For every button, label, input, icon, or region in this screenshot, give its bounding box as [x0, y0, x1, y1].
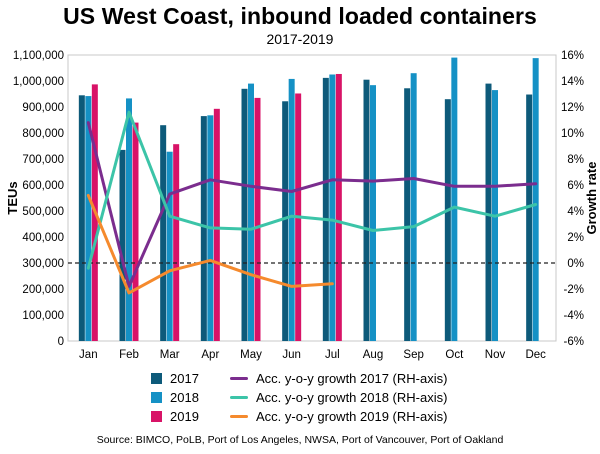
y2-axis-title: Growth rate	[584, 162, 599, 235]
x-tick-label: Jun	[282, 349, 301, 361]
bar-2018-may	[248, 83, 254, 341]
bar-2017-apr	[200, 116, 207, 341]
y-tick-label: 900,000	[22, 102, 64, 114]
y-tick-label: 1,000,000	[13, 76, 64, 88]
y-tick-label: 800,000	[22, 128, 64, 140]
y-tick-label: 1,100,000	[13, 50, 64, 62]
x-tick-label: Mar	[160, 349, 180, 361]
bar-2017-nov	[485, 83, 492, 341]
y-tick-label: 500,000	[22, 206, 64, 218]
x-tick-label: Feb	[119, 349, 139, 361]
bar-2017-jul	[322, 77, 329, 341]
chart-title: US West Coast, inbound loaded containers	[63, 3, 537, 29]
source-note: Source: BIMCO, PoLB, Port of Los Angeles…	[96, 434, 504, 446]
x-tick-label: Nov	[485, 349, 506, 361]
y2-tick-label: 0%	[567, 258, 584, 270]
bar-2018-sep	[410, 73, 417, 341]
bar-2017-mar	[160, 125, 167, 341]
y2-tick-label: 8%	[567, 154, 584, 166]
bar-2018-jan	[85, 96, 92, 341]
y2-tick-label: 2%	[567, 232, 584, 244]
x-tick-label: Apr	[201, 349, 219, 361]
y2-tick-label: -6%	[564, 336, 584, 348]
bar-2017-sep	[404, 88, 411, 341]
y-tick-label: 0	[58, 336, 64, 348]
plot-frame	[67, 54, 557, 342]
bar-2017-jan	[78, 95, 85, 341]
growth-line-2017	[86, 121, 538, 288]
y2-tick-label: 10%	[561, 128, 584, 140]
y2-tick-label: 12%	[561, 102, 584, 114]
x-tick-label: Sep	[403, 349, 423, 361]
bar-2017-dec	[526, 94, 533, 342]
y2-tick-label: -2%	[564, 284, 584, 296]
x-tick-label: May	[240, 349, 262, 361]
bar-2017-feb	[119, 149, 126, 341]
y-tick-label: 700,000	[22, 154, 64, 166]
y-tick-label: 100,000	[22, 310, 64, 322]
bar-2019-jul	[335, 73, 342, 341]
bar-2018-oct	[451, 57, 458, 341]
y-tick-label: 200,000	[22, 284, 64, 296]
bar-2017-may	[241, 88, 248, 341]
y-tick-label: 400,000	[22, 232, 64, 244]
y-tick-label: 300,000	[22, 258, 64, 270]
x-tick-label: Jan	[79, 349, 98, 361]
y2-tick-label: 4%	[567, 206, 584, 218]
chart-subtitle: 2017-2019	[266, 31, 334, 47]
bar-2017-aug	[363, 79, 370, 341]
y-tick-label: 600,000	[22, 180, 64, 192]
bar-2017-jun	[282, 101, 289, 341]
growth-line-2018	[86, 110, 538, 270]
bar-2019-feb	[132, 122, 139, 341]
x-tick-label: Aug	[363, 349, 383, 361]
bar-2018-jul	[329, 74, 336, 341]
bar-2018-dec	[532, 58, 539, 342]
bar-2019-may	[254, 97, 261, 342]
x-tick-label: Dec	[525, 349, 546, 361]
growth-line-2019	[86, 193, 334, 295]
y2-tick-label: 16%	[561, 50, 584, 62]
x-tick-label: Oct	[445, 349, 464, 361]
y2-tick-label: 6%	[567, 180, 584, 192]
bar-2019-apr	[213, 108, 220, 341]
bar-2019-mar	[173, 144, 180, 341]
bar-2018-aug	[370, 85, 376, 341]
y2-tick-label: -4%	[564, 310, 584, 322]
bar-2018-jun	[288, 78, 295, 342]
y2-tick-label: 14%	[561, 76, 584, 88]
bar-2018-feb	[126, 98, 132, 341]
bar-2017-oct	[444, 99, 451, 341]
x-tick-label: Jul	[325, 349, 340, 361]
bar-2018-mar	[166, 151, 173, 341]
y-axis-title: TEUs	[5, 181, 20, 214]
